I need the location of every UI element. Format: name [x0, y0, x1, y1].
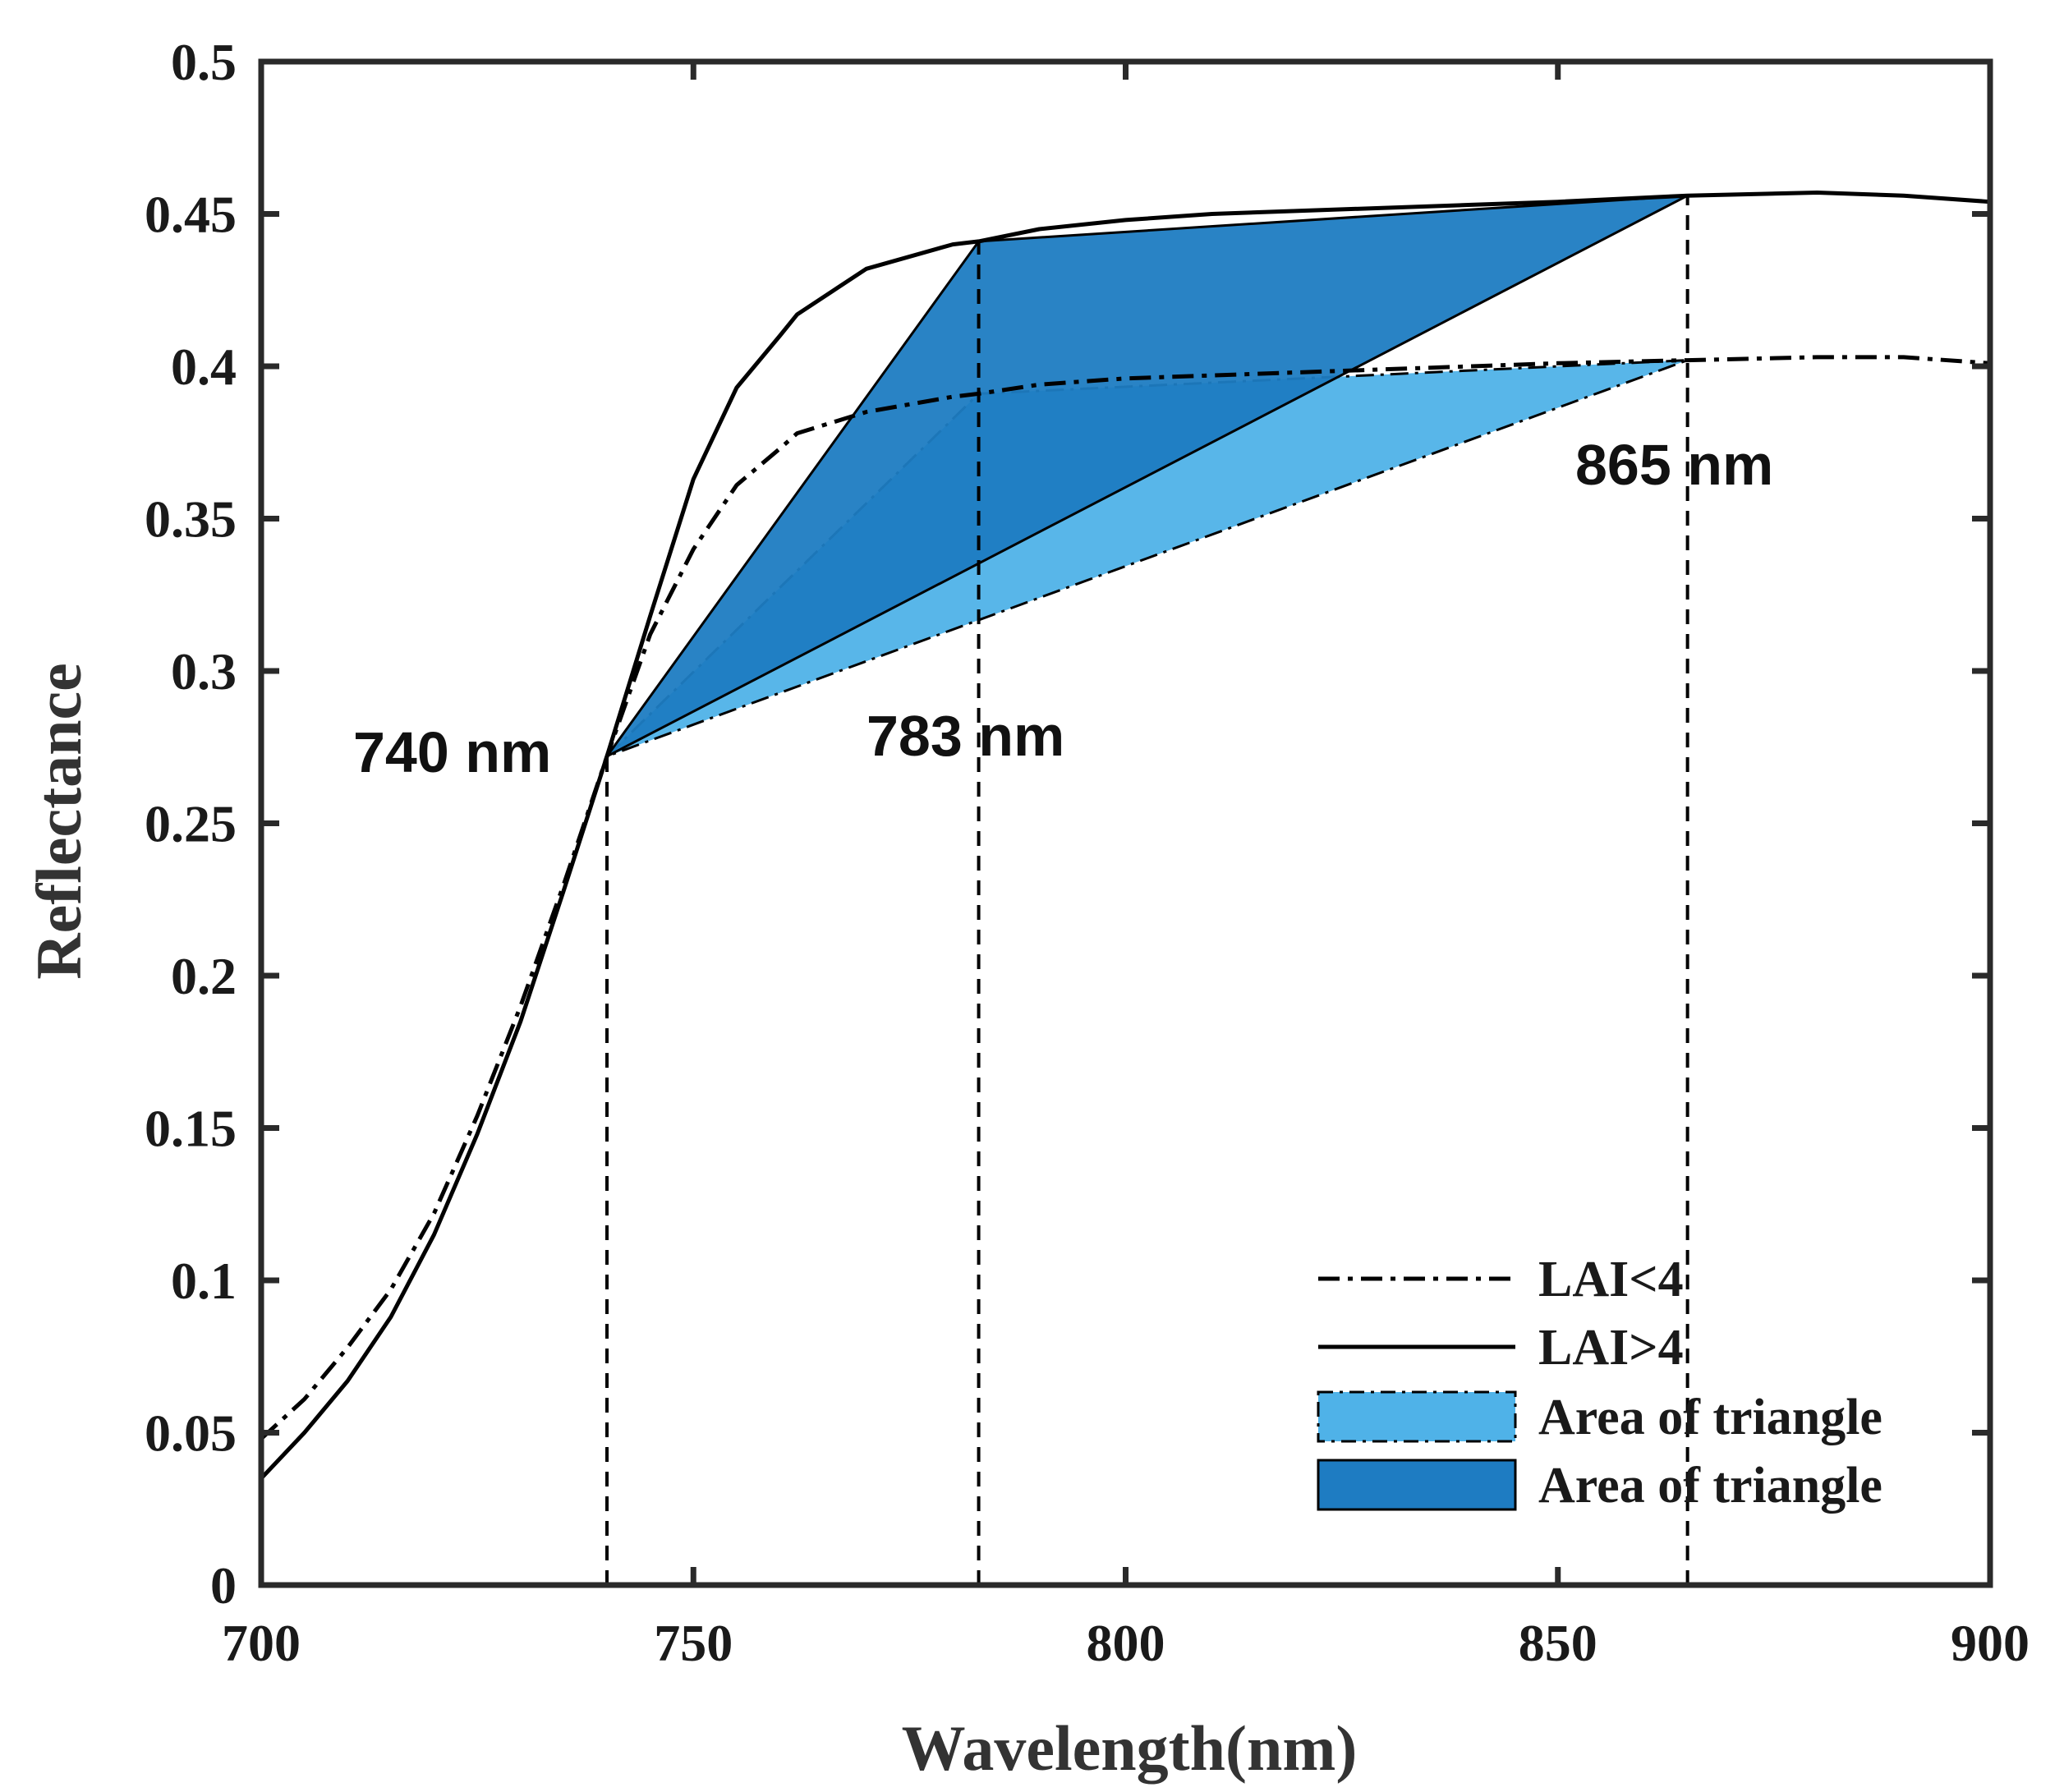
x-axis-title: Wavelength(nm) — [902, 1712, 1358, 1784]
y-tick-label: 0.15 — [145, 1100, 237, 1158]
wavelength-label-783: 783 nm — [867, 704, 1064, 768]
legend-label: LAI<4 — [1538, 1252, 1684, 1307]
x-tick-label: 700 — [222, 1614, 301, 1672]
x-tick-label: 900 — [1951, 1614, 2030, 1672]
legend-label: LAI>4 — [1538, 1320, 1684, 1376]
triangle-area-2 — [605, 194, 1689, 758]
annotations: 740 nm 783 nm 865 nm — [353, 433, 1773, 784]
y-tick-label: 0.5 — [171, 33, 237, 91]
y-axis-title: Reflectance — [23, 663, 94, 979]
y-tick-label: 0.4 — [171, 338, 237, 396]
y-tick-label: 0 — [210, 1556, 237, 1615]
legend-swatch-patch-light — [1317, 1390, 1517, 1443]
tick-labels: 700 750 800 850 900 0 0.05 0.1 0.15 0.2 0.25 0.3 0.3… — [145, 33, 2030, 1672]
x-tick-label: 750 — [654, 1614, 733, 1672]
y-tick-label: 0.1 — [171, 1252, 237, 1310]
y-tick-label: 0.45 — [145, 186, 237, 244]
legend-label: Area of triangle — [1538, 1390, 1882, 1445]
x-tick-label: 850 — [1519, 1614, 1597, 1672]
wavelength-label-865: 865 nm — [1575, 433, 1773, 497]
y-tick-label: 0.05 — [145, 1404, 237, 1463]
series-line-1 — [260, 355, 1991, 1440]
legend-swatch-patch-dark — [1317, 1459, 1517, 1511]
y-tick-label: 0.25 — [145, 795, 237, 853]
legend: LAI<4 LAI>4 Area of triangle Area of triang… — [1317, 1252, 1882, 1514]
wavelength-label-740: 740 nm — [353, 720, 551, 784]
y-tick-label: 0.3 — [171, 642, 237, 701]
legend-label: Area of triangle — [1538, 1458, 1882, 1514]
plot-lines — [260, 191, 1991, 1585]
y-tick-label: 0.2 — [171, 947, 237, 1005]
x-tick-label: 800 — [1087, 1614, 1165, 1672]
y-tick-label: 0.35 — [145, 490, 237, 549]
plot-axes — [258, 58, 1993, 1588]
series-line-2 — [260, 191, 1991, 1480]
plot-shapes — [605, 194, 1689, 758]
